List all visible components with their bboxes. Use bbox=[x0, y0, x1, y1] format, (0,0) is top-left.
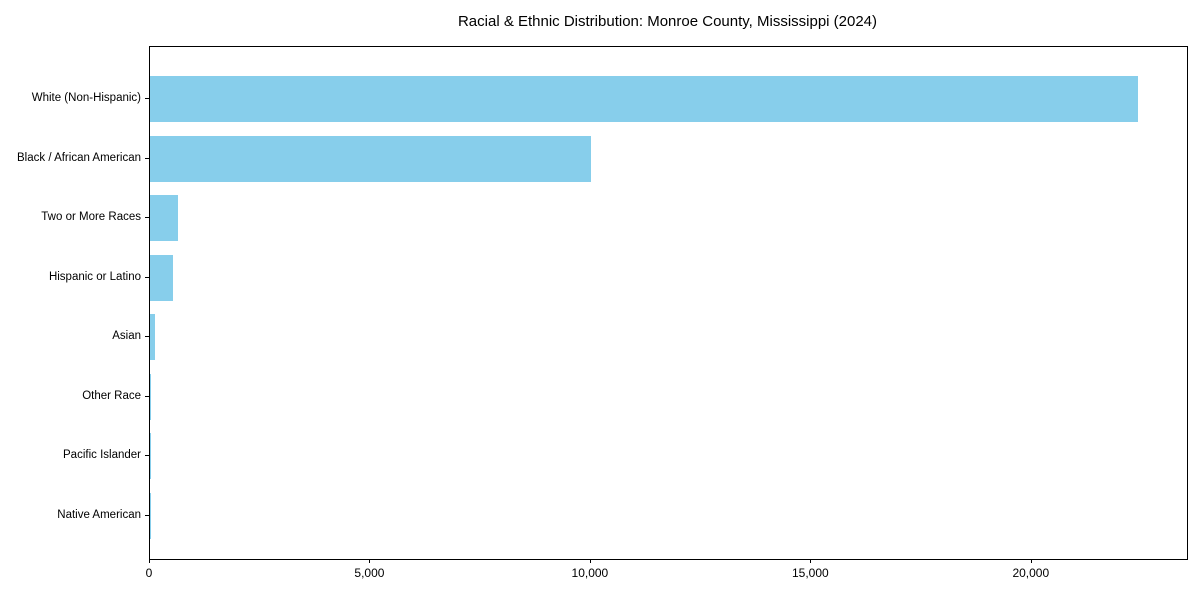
x-tick-mark bbox=[589, 559, 591, 563]
plot-area bbox=[149, 46, 1188, 560]
y-axis-label-black-african-american: Black / African American bbox=[17, 151, 141, 164]
bar-black-african-american bbox=[150, 135, 591, 182]
bar-asian bbox=[150, 314, 155, 360]
y-tick-mark bbox=[145, 514, 149, 516]
y-tick-mark bbox=[145, 455, 149, 456]
y-axis-label-asian: Asian bbox=[112, 330, 141, 342]
x-tick-mark bbox=[810, 559, 812, 563]
x-tick-mark bbox=[149, 559, 150, 563]
x-tick-mark bbox=[369, 559, 371, 563]
x-tick-mark bbox=[1030, 559, 1032, 563]
y-tick-mark bbox=[145, 98, 149, 99]
y-axis-label-native-american: Native American bbox=[57, 508, 141, 521]
chart-title: Racial & Ethnic Distribution: Monroe Cou… bbox=[457, 13, 878, 30]
y-tick-mark bbox=[145, 276, 149, 278]
x-axis-label-20000: 20,000 bbox=[1012, 566, 1050, 580]
x-axis-label-15000: 15,000 bbox=[791, 566, 829, 580]
x-axis-label-5000: 5,000 bbox=[354, 566, 385, 580]
y-tick-mark bbox=[145, 217, 149, 218]
x-axis-label-0: 0 bbox=[145, 566, 153, 580]
y-axis-label-white-non-hispanic: White (Non-Hispanic) bbox=[31, 92, 141, 104]
bar-white-non-hispanic bbox=[150, 76, 1138, 122]
y-tick-mark bbox=[145, 336, 149, 337]
y-axis-label-hispanic-or-latino: Hispanic or Latino bbox=[48, 270, 141, 283]
bar-hispanic-or-latino bbox=[150, 254, 173, 301]
bar-two-or-more-races bbox=[150, 195, 178, 241]
y-axis-label-two-or-more-races: Two or More Races bbox=[41, 211, 141, 223]
bar-other-race bbox=[150, 373, 152, 420]
y-tick-mark bbox=[145, 157, 149, 159]
y-axis-label-pacific-islander: Pacific Islander bbox=[63, 449, 141, 461]
y-axis-label-other-race: Other Race bbox=[82, 389, 141, 402]
x-axis-label-10000: 10,000 bbox=[571, 566, 609, 580]
y-tick-mark bbox=[145, 395, 149, 397]
